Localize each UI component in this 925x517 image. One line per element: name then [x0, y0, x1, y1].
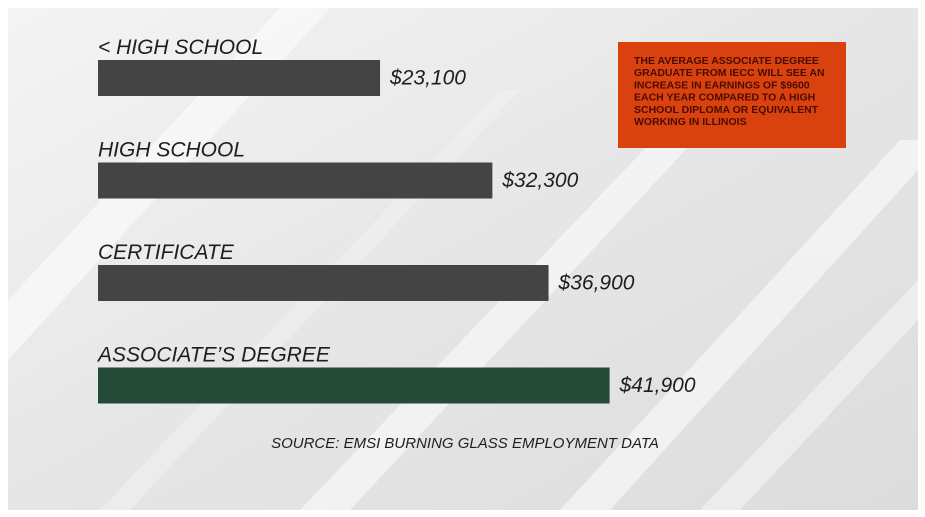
annotation-text: EACH YEAR COMPARED TO A HIGH	[634, 92, 815, 104]
annotation-text: SCHOOL DIPLOMA OR EQUIVALENT	[634, 104, 819, 116]
value-label: $36,900	[558, 272, 635, 295]
value-label: $32,300	[501, 169, 578, 192]
annotation-text: GRADUATE FROM IECC WILL SEE AN	[634, 67, 825, 79]
bar	[98, 162, 493, 199]
bar	[98, 367, 610, 404]
bar	[98, 265, 549, 301]
annotation-text: INCREASE IN EARNINGS OF $9600	[634, 79, 810, 91]
value-label: $23,100	[389, 67, 466, 90]
source-note: SOURCE: EMSI BURNING GLASS EMPLOYMENT DA…	[271, 435, 659, 452]
category-label: CERTIFICATE	[98, 241, 235, 264]
bar	[98, 60, 381, 96]
annotation-text: WORKING IN ILLINOIS	[634, 116, 747, 128]
annotation-box	[618, 42, 846, 148]
annotation-text: THE AVERAGE ASSOCIATE DEGREE	[634, 55, 819, 67]
category-label: HIGH SCHOOL	[98, 139, 245, 162]
value-label: $41,900	[619, 374, 696, 397]
category-label: < HIGH SCHOOL	[98, 36, 263, 59]
category-label: ASSOCIATE’S DEGREE	[96, 344, 331, 367]
